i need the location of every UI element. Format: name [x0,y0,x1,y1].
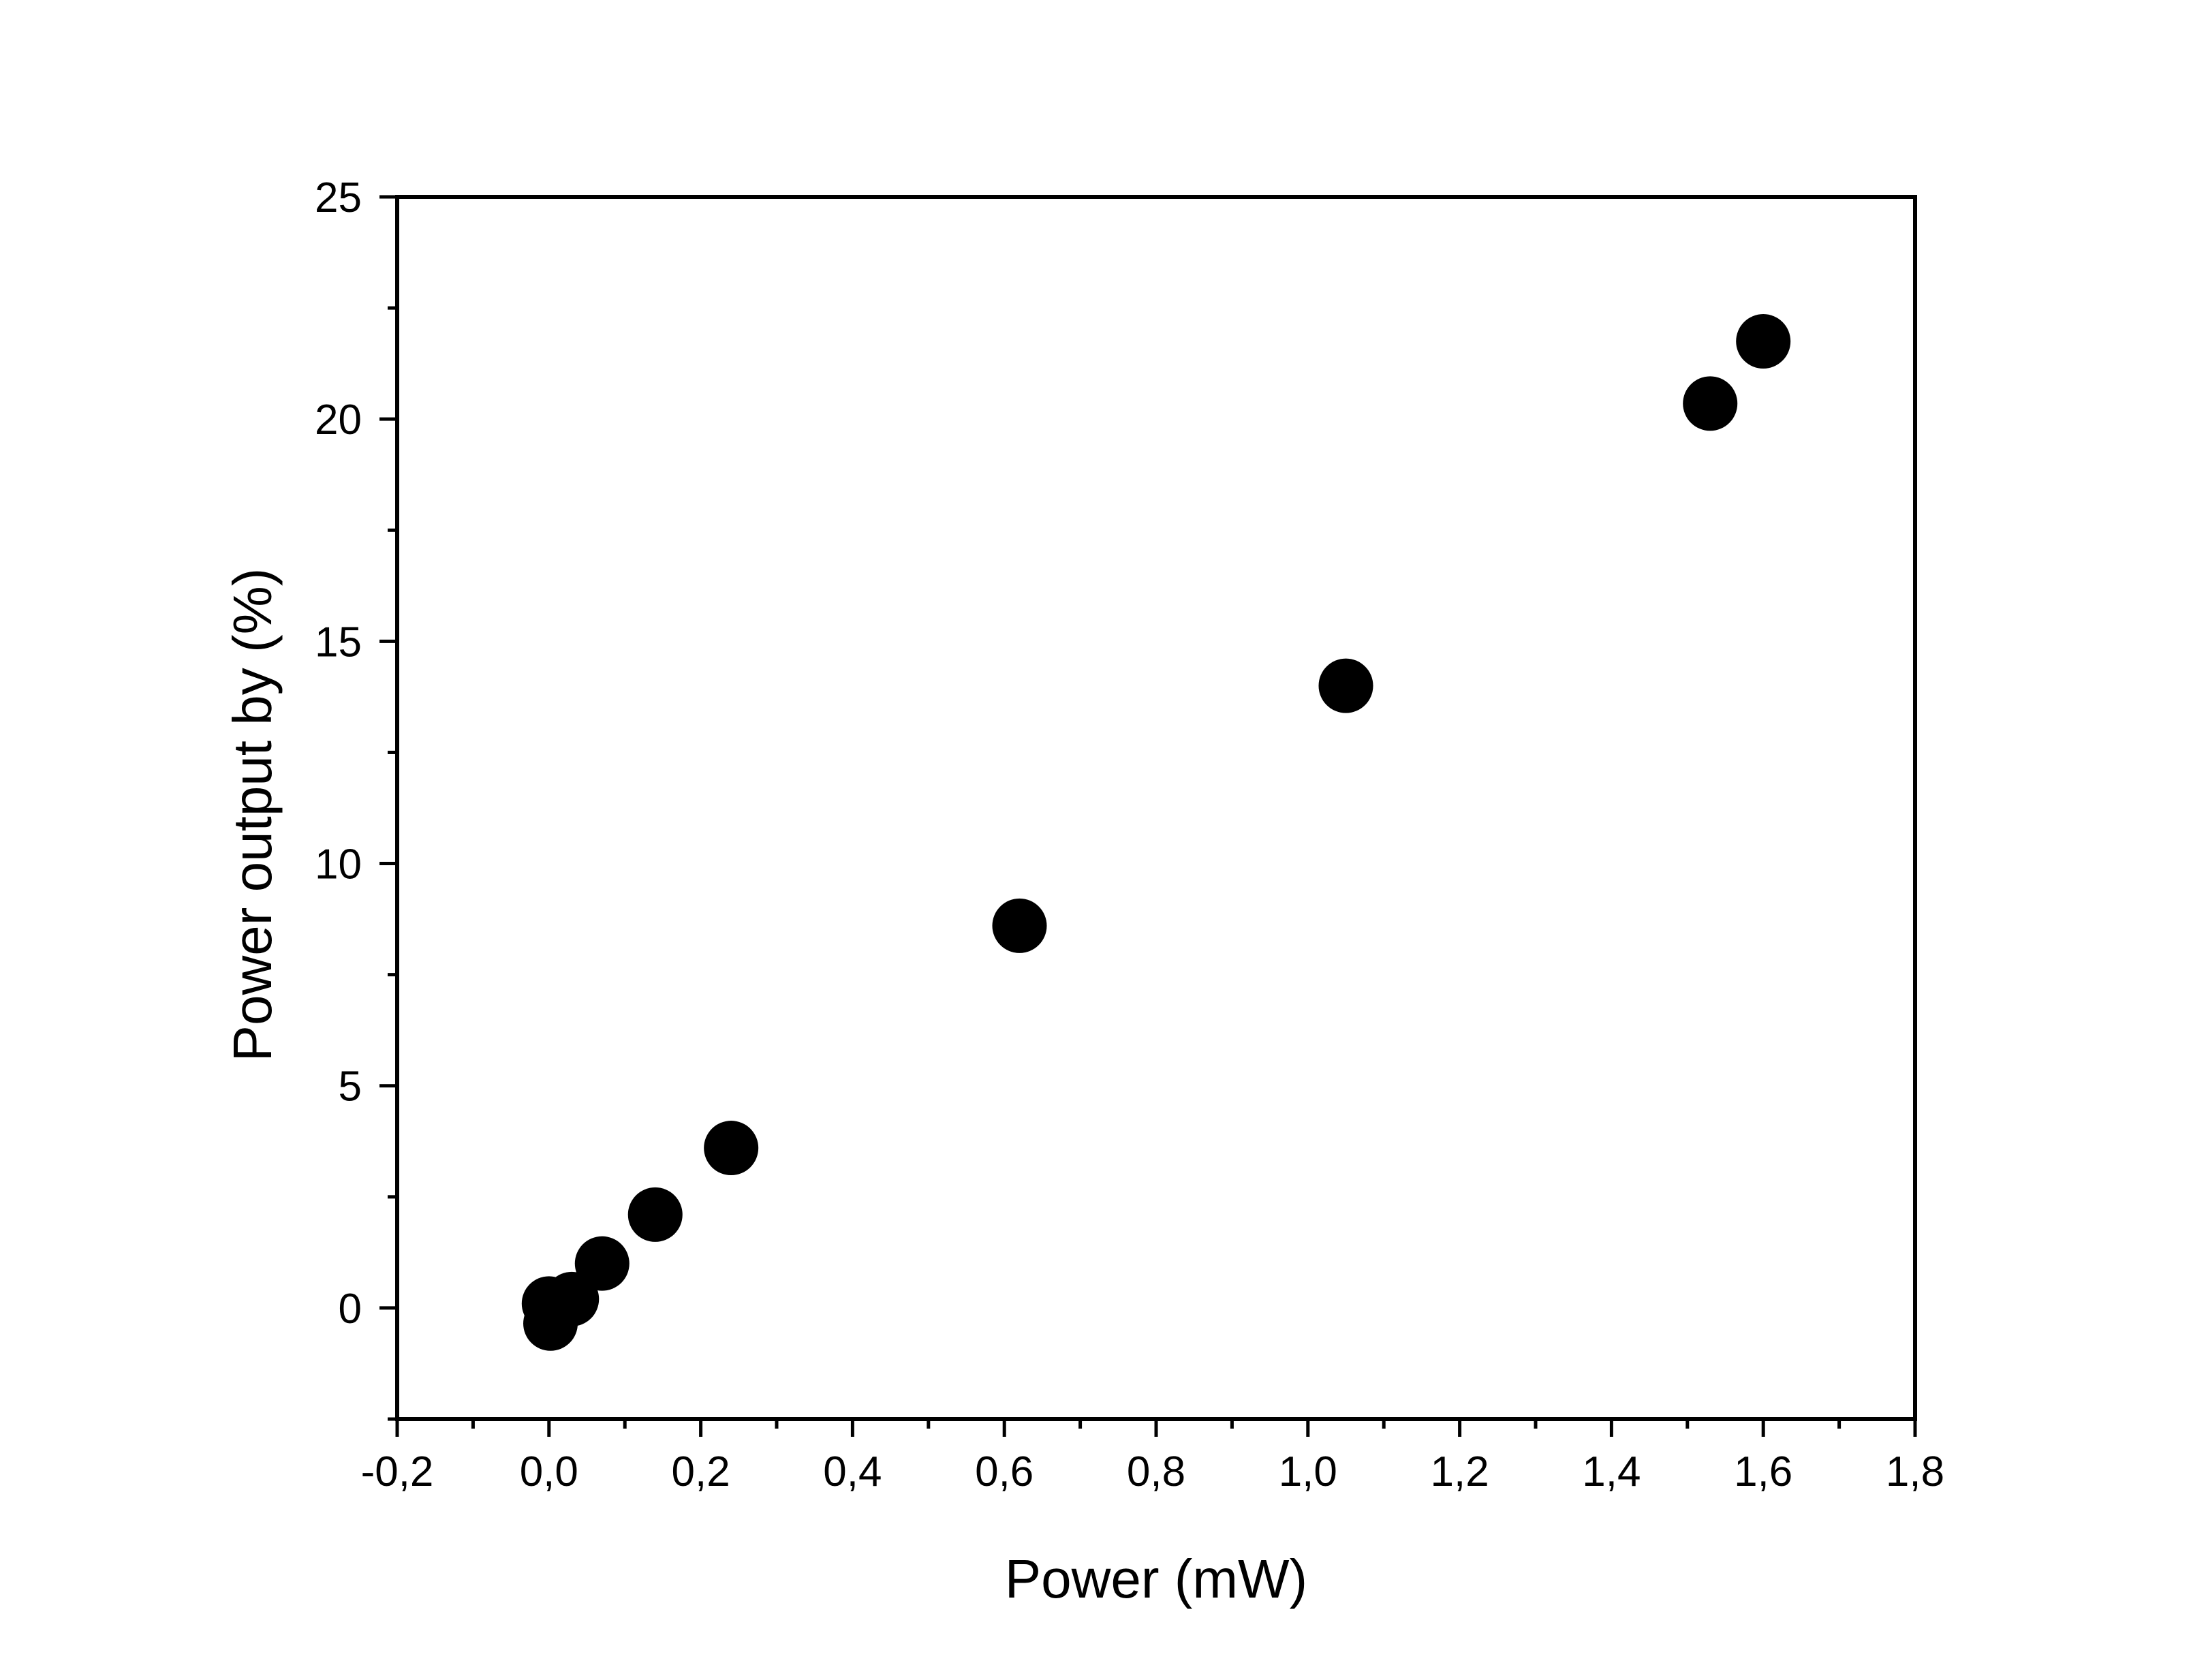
x-tick-label: 1,6 [1734,1448,1792,1495]
data-point [574,1236,630,1291]
y-tick-label: 5 [339,1063,362,1110]
x-tick-label: 0,8 [1127,1448,1185,1495]
tick-labels: -0,2 0,0 0,2 0,4 0,6 0,8 1,0 1,2 1,4 1,6 1,8 0 5 10 15… [315,174,1944,1495]
plot-frame [395,195,1917,1421]
x-tick-label: 1,0 [1279,1448,1337,1495]
x-tick-label: 0,6 [975,1448,1034,1495]
x-tick-label: 1,4 [1582,1448,1641,1495]
x-tick-label: -0,2 [361,1448,434,1495]
data-point [992,898,1047,953]
data-point [1736,314,1791,369]
y-axis-title: Power output by (%) [222,568,283,1062]
data-point [1683,376,1738,431]
x-tick-label: 1,8 [1886,1448,1944,1495]
x-tick-label: 0,4 [823,1448,882,1495]
data-point [544,1271,600,1326]
y-tick-label: 25 [315,174,362,221]
y-tick-label: 10 [315,841,362,888]
y-tick-label: 20 [315,396,362,444]
data-point [704,1121,759,1176]
data-point [1318,658,1373,713]
data-points [521,314,1791,1351]
data-point [627,1187,683,1242]
x-axis-title: Power (mW) [1005,1549,1307,1609]
y-tick-label: 15 [315,619,362,666]
x-tick-label: 1,2 [1430,1448,1489,1495]
x-tick-label: 0,2 [671,1448,730,1495]
x-tick-label: 0,0 [520,1448,578,1495]
y-tick-label: 0 [339,1286,362,1333]
